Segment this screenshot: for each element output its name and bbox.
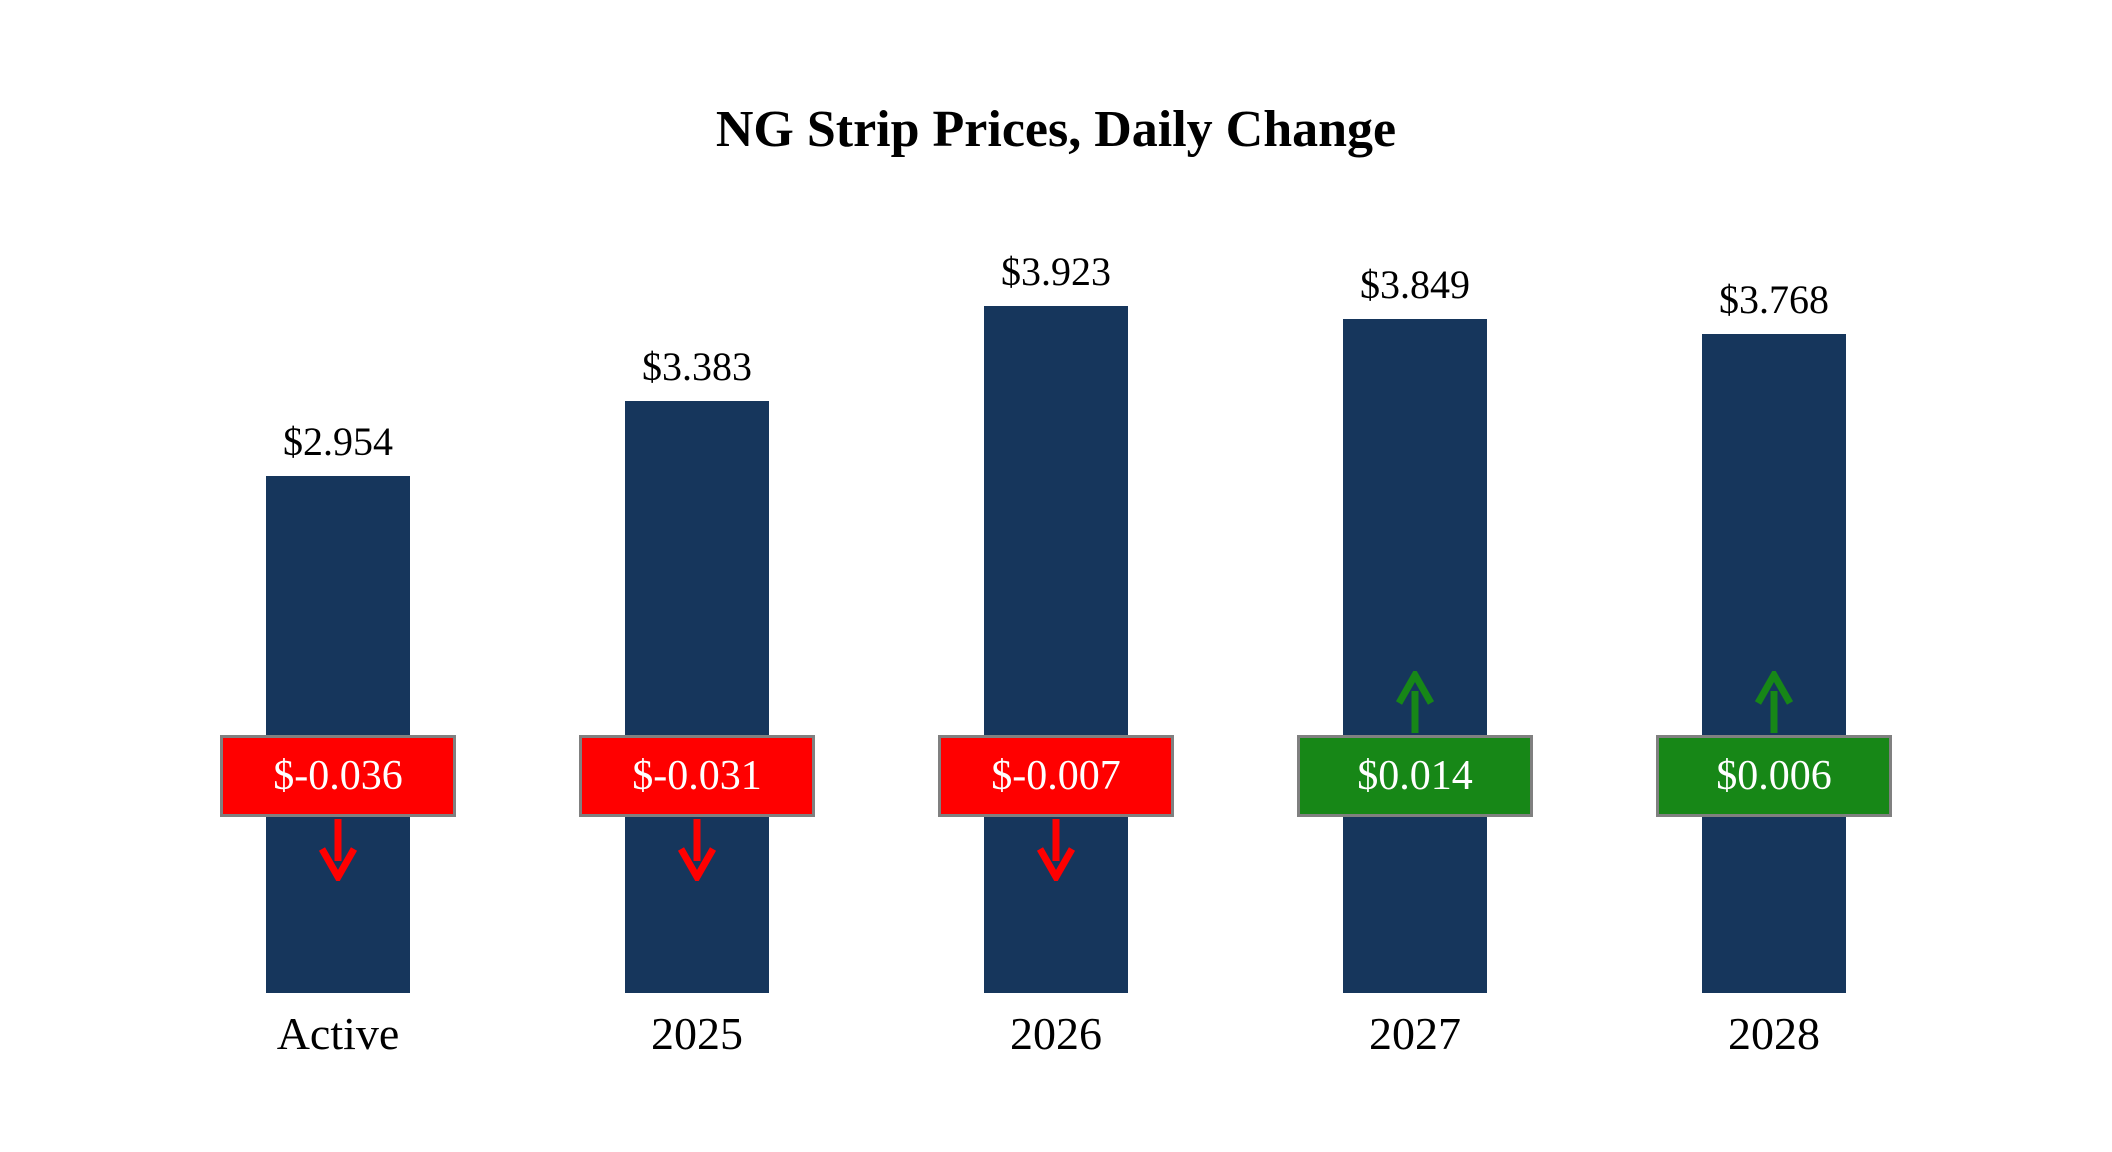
- bar: [625, 401, 769, 993]
- change-badge: $-0.031: [579, 735, 815, 817]
- change-arrow-down-icon: [314, 819, 362, 885]
- price-label: $3.923: [1001, 249, 1111, 294]
- change-badge: $-0.007: [938, 735, 1174, 817]
- change-arrow-up-icon: [1750, 667, 1798, 733]
- price-label: $2.954: [283, 419, 393, 464]
- category-label: 2028: [1728, 1008, 1820, 1059]
- change-arrow-down-icon: [1032, 819, 1080, 885]
- price-label: $3.768: [1719, 277, 1829, 322]
- bar: [984, 306, 1128, 993]
- change-arrow-down-icon: [673, 819, 721, 885]
- bar: [1702, 334, 1846, 993]
- price-label: $3.383: [642, 344, 752, 389]
- change-badge: $0.014: [1297, 735, 1533, 817]
- category-label: Active: [276, 1008, 400, 1059]
- change-arrow-up-icon: [1391, 667, 1439, 733]
- change-badge: $-0.036: [220, 735, 456, 817]
- bar: [1343, 319, 1487, 993]
- category-label: 2027: [1369, 1008, 1461, 1059]
- price-label: $3.849: [1360, 262, 1470, 307]
- category-label: 2025: [651, 1008, 743, 1059]
- chart-title: NG Strip Prices, Daily Change: [715, 101, 1397, 158]
- change-badge: $0.006: [1656, 735, 1892, 817]
- bar: [266, 476, 410, 993]
- category-label: 2026: [1010, 1008, 1102, 1059]
